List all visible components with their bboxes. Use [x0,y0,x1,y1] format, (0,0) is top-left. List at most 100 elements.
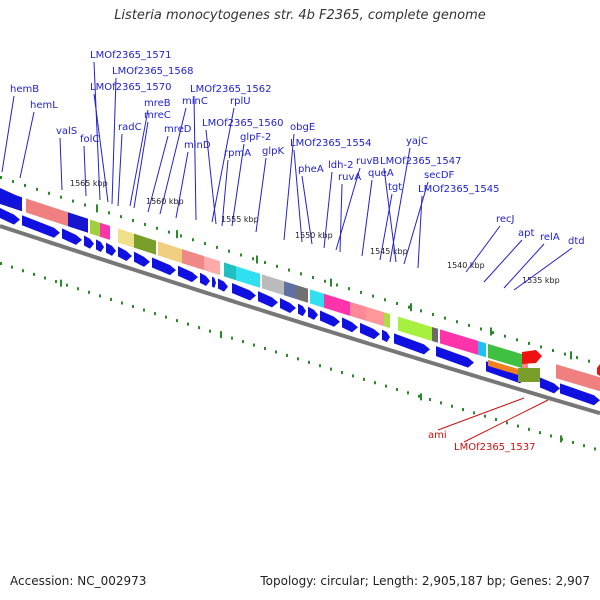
gene-feature [236,266,260,288]
cds-arrow [382,329,390,343]
tick-dot [319,364,321,368]
tick-dot [300,272,302,276]
label-pointer [117,133,123,207]
gene-feature [68,212,88,233]
tick-dot [110,297,112,301]
label-pointer [255,157,267,233]
tick-dot [242,340,244,344]
tick-label: 1545 kbp [370,247,408,256]
tick-dot [572,440,574,444]
tick-dot [12,179,14,183]
tick-label: 1565 kbp [70,179,108,188]
gene-label: relA [540,232,560,243]
cds-arrow [96,239,104,252]
tick-dot [88,290,90,294]
gene-label: ami [428,430,447,441]
tick-dot [44,276,46,280]
label-pointer [59,137,63,191]
label-pointer [301,175,313,245]
cds-arrow [218,278,228,292]
gene-label: secDF [424,170,455,181]
gene-label: ruvA [338,172,361,183]
gene-feature [556,364,600,392]
major-tick [330,278,332,287]
tick-dot [264,261,266,265]
tick-dot [539,431,541,435]
tick-dot [550,434,552,438]
tick-dot [504,334,506,338]
tick-dot [451,404,453,408]
gene-feature [518,368,540,382]
cds-arrow [258,291,278,308]
cds-arrow [106,242,116,256]
gene-label: yajC [406,136,428,147]
tick-dot [407,391,409,395]
tick-dot [456,320,458,324]
tick-dot [132,305,134,309]
major-tick [60,279,62,287]
major-tick [570,351,572,360]
gene-feature [134,233,156,255]
gene-feature [384,312,390,329]
label-pointer [503,243,545,289]
cds-arrow [308,306,318,320]
gene-label: glpF-2 [240,132,271,143]
tick-dot [154,312,156,316]
major-tick [490,327,492,336]
tick-dot [143,308,145,312]
cds-arrow [280,298,296,314]
tick-dot [180,234,182,238]
tick-dot [462,408,464,412]
gene-label: LMOf2365_1554 [290,138,372,149]
tick-dot [396,387,398,391]
tick-dot [231,336,233,340]
tick-label: 1535 kbp [522,276,560,285]
tick-dot [0,262,2,265]
tick-dot [198,326,200,330]
gene-label: LMOf2365_1568 [112,66,194,77]
gene-feature [158,241,182,264]
gene-label: hemB [10,84,39,95]
tick-dot [324,279,326,283]
tick-label: 1555 kbp [221,215,259,224]
tick-dot [156,226,158,230]
tick-dot [484,414,486,418]
tick-dot [0,176,2,179]
gene-label: LMOf2365_1562 [190,84,272,95]
gene-feature [310,289,324,308]
tick-dot [473,411,475,415]
cds-arrow [62,228,82,245]
cds-arrow [200,272,210,286]
gene-label: dtd [568,236,585,247]
label-pointer [83,145,87,197]
label-pointer [465,225,501,273]
gene-label: queA [368,168,394,179]
label-pointer [1,95,15,173]
backbone [0,224,600,416]
gene-feature [440,329,478,355]
label-pointer [175,151,189,219]
tick-dot [275,350,277,354]
cds-arrow [84,235,94,249]
gene-label: obgE [290,122,315,133]
tick-dot [408,305,410,309]
gene-feature [324,293,350,316]
label-pointer [403,181,429,265]
cds-arrow [560,383,600,406]
gene-label: rpmA [224,148,251,159]
gene-label: recJ [496,214,515,225]
gene-label: tgt [388,182,402,193]
major-tick [220,331,222,339]
tick-dot [77,287,79,291]
gene-label: LMOf2365_1570 [90,82,172,93]
gene-feature [488,359,520,376]
label-pointer [417,195,423,269]
label-pointer [379,193,393,261]
tick-dot [312,276,314,280]
label-pointer [93,93,109,203]
tick-dot [253,343,255,347]
cds-arrow [118,246,132,262]
tick-dot [66,283,68,287]
cds-arrow [342,317,358,333]
